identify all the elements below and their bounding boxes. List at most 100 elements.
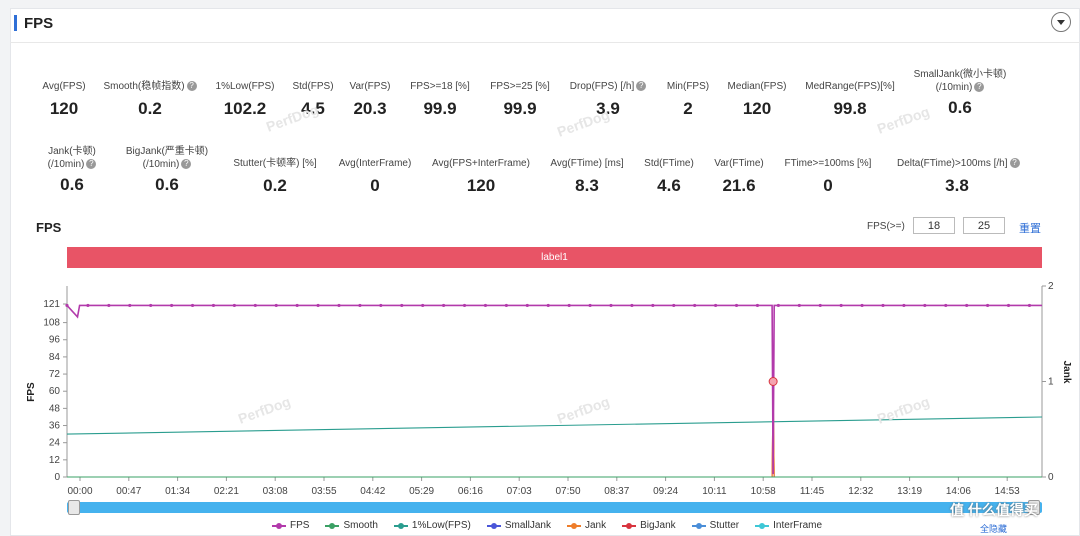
x-tick-label: 10:58	[751, 486, 776, 497]
metric-value: 99.8	[833, 99, 867, 118]
metric-value: 2	[683, 99, 693, 118]
fps-point	[567, 303, 571, 308]
metric-metrics_row1-4: Var(FPS) 20.3	[310, 80, 430, 119]
x-tick-label: 14:06	[946, 486, 971, 497]
x-tick-label: 07:50	[555, 486, 580, 497]
metric-value: 99.9	[503, 99, 537, 118]
scroll-handle-right[interactable]	[1028, 500, 1040, 515]
metric-label: Drop(FPS) [/h]?	[548, 80, 668, 93]
legend-swatch-icon	[755, 522, 770, 529]
metric-label: 1%Low(FPS)	[215, 81, 275, 92]
fps-point	[630, 303, 634, 308]
metric-metrics_row2-0: Jank(卡顿) (/10min)? 0.6	[12, 145, 132, 195]
legend-item-stutter[interactable]: Stutter	[691, 520, 740, 531]
metric-metrics_row2-1: BigJank(严重卡顿) (/10min)? 0.6	[107, 145, 227, 195]
fps-point	[714, 303, 718, 308]
legend-label: Stutter	[709, 520, 740, 531]
series-line-fps	[66, 304, 1042, 475]
help-icon[interactable]: ?	[86, 159, 97, 170]
metric-metrics_row2-3: Avg(InterFrame) 0	[315, 157, 435, 196]
hide-all-button[interactable]: 全隐藏	[980, 524, 1008, 534]
metric-label: Min(FPS)	[666, 81, 710, 92]
reset-button[interactable]: 重置	[1019, 223, 1041, 235]
help-icon[interactable]: ?	[636, 81, 647, 92]
help-icon[interactable]: ?	[974, 82, 985, 93]
fps-point	[65, 303, 69, 308]
fps-point	[734, 303, 739, 308]
threshold-input-1[interactable]	[913, 217, 955, 234]
x-tick-label: 13:19	[897, 486, 922, 497]
threshold-input-2[interactable]	[963, 217, 1005, 234]
metric-label: Avg(FPS)	[42, 81, 86, 92]
metric-label: Avg(FPS+InterFrame)	[432, 158, 530, 169]
fps-point	[358, 303, 362, 308]
fps-point	[211, 303, 216, 308]
x-tick-label: 00:47	[116, 486, 141, 497]
legend-swatch-icon	[325, 522, 340, 529]
x-tick-label: 08:37	[604, 486, 629, 497]
label-bar[interactable]: label1	[67, 247, 1042, 268]
metric-value: 0.6	[948, 98, 972, 117]
fps-point	[295, 303, 299, 308]
legend-label: FPS	[290, 520, 310, 531]
fps-point	[525, 303, 529, 308]
legend-swatch-icon	[393, 522, 408, 529]
y2-axis-label: Jank	[1061, 361, 1072, 384]
metric-metrics_row1-3: Std(FPS) 4.5	[253, 80, 373, 119]
scroll-handle-left[interactable]	[68, 500, 80, 515]
legend-item-bigjank[interactable]: BigJank	[622, 520, 676, 531]
fps-point	[651, 303, 655, 308]
metric-metrics_row1-11: SmallJank(微小卡顿) (/10min)? 0.6	[900, 68, 1020, 118]
help-icon[interactable]: ?	[1009, 158, 1020, 169]
fps-point	[986, 303, 990, 308]
legend-item-smalljank[interactable]: SmallJank	[486, 520, 551, 531]
fps-point	[400, 303, 404, 308]
fps-point	[128, 303, 132, 308]
x-tick-label: 04:42	[360, 486, 385, 497]
metric-metrics_row1-2: 1%Low(FPS) 102.2	[185, 80, 305, 119]
metric-metrics_row1-8: Min(FPS) 2	[628, 80, 748, 119]
fps-panel	[10, 8, 1080, 536]
x-tick-label: 11:45	[800, 486, 825, 497]
metric-label: BigJank(严重卡顿) (/10min)?	[125, 146, 209, 170]
y-tick-label: 108	[43, 318, 60, 329]
fps-point	[337, 303, 341, 308]
fps-point	[609, 303, 613, 308]
legend-item-interframe[interactable]: InterFrame	[755, 520, 822, 531]
legend-swatch-icon	[486, 522, 501, 529]
y-tick-label: 48	[49, 403, 61, 414]
help-icon[interactable]: ?	[186, 81, 197, 92]
fps-point	[588, 303, 592, 308]
legend-label: Jank	[584, 520, 607, 531]
metric-label: Jank(卡顿) (/10min)?	[47, 146, 97, 170]
jank-point	[768, 377, 778, 386]
metric-value: 0.6	[60, 175, 84, 194]
fps-point	[232, 303, 236, 308]
series-line-1-low-fps-	[66, 416, 1043, 435]
legend-item-1-low-fps-[interactable]: 1%Low(FPS)	[393, 520, 471, 531]
y2-tick-label: 1	[1048, 377, 1054, 388]
x-tick-label: 06:16	[458, 486, 483, 497]
legend-item-jank[interactable]: Jank	[566, 520, 607, 531]
metric-label: Std(FPS)	[292, 81, 334, 92]
fps-point	[797, 303, 801, 308]
metric-value: 21.6	[722, 176, 756, 195]
metric-label: Stutter(卡顿率) [%]	[233, 158, 317, 169]
metric-metrics_row1-5: FPS>=18 [%] 99.9	[380, 80, 500, 119]
time-scrollbar[interactable]	[67, 502, 1042, 513]
help-icon[interactable]: ?	[181, 159, 192, 170]
fps-point	[881, 303, 885, 308]
metric-metrics_row1-9: Median(FPS) 120	[697, 80, 817, 119]
fps-point	[149, 303, 153, 308]
fps-point	[170, 303, 174, 308]
legend-item-fps[interactable]: FPS	[272, 520, 309, 531]
metric-value: 0.2	[263, 176, 287, 195]
fps-point	[776, 303, 780, 308]
metric-label: MedRange(FPS)[%]	[805, 81, 895, 92]
legend-item-smooth[interactable]: Smooth	[325, 520, 378, 531]
metric-label: Avg(InterFrame)	[338, 158, 412, 169]
metric-metrics_row1-1: Smooth(稳帧指数)? 0.2	[90, 80, 210, 119]
x-tick-label: 00:00	[67, 486, 92, 497]
collapse-icon[interactable]	[1051, 12, 1071, 32]
fps-point	[944, 303, 948, 308]
